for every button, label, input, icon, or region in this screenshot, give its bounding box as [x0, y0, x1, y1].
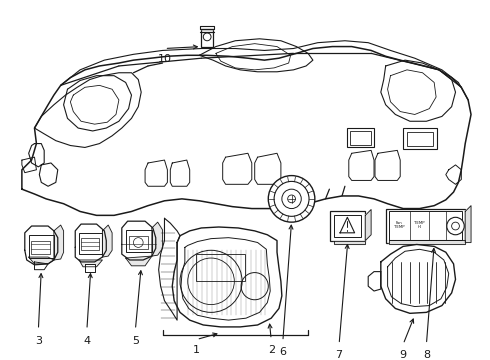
Polygon shape [34, 73, 141, 148]
Text: 8: 8 [423, 350, 430, 360]
Bar [128, 236, 148, 249]
Bar [125, 230, 152, 252]
Polygon shape [122, 221, 156, 260]
Polygon shape [29, 144, 44, 167]
Text: 5: 5 [132, 336, 139, 346]
Polygon shape [64, 76, 131, 131]
Text: 10: 10 [157, 54, 171, 64]
Polygon shape [381, 244, 456, 313]
Bar [403, 128, 437, 149]
Polygon shape [465, 206, 471, 243]
Bar [330, 211, 365, 240]
Bar [196, 254, 245, 281]
Polygon shape [54, 225, 64, 260]
Polygon shape [365, 210, 371, 240]
Polygon shape [22, 157, 36, 173]
Polygon shape [181, 238, 270, 320]
Bar [201, 29, 213, 46]
Polygon shape [79, 260, 102, 267]
Polygon shape [381, 60, 456, 121]
Polygon shape [375, 150, 400, 180]
Polygon shape [389, 240, 465, 244]
Bar [29, 235, 54, 258]
Text: 7: 7 [336, 350, 343, 360]
Text: 2: 2 [268, 345, 275, 355]
Polygon shape [200, 26, 214, 29]
Bar [81, 238, 98, 250]
Polygon shape [152, 222, 163, 256]
Polygon shape [446, 165, 461, 184]
Polygon shape [368, 272, 381, 291]
Text: 9: 9 [399, 350, 407, 360]
Text: 4: 4 [83, 336, 91, 346]
Polygon shape [349, 150, 374, 180]
Bar [386, 208, 465, 243]
Bar [350, 131, 371, 145]
Polygon shape [171, 160, 190, 186]
Polygon shape [388, 70, 436, 114]
Polygon shape [39, 163, 58, 186]
Text: 3: 3 [35, 336, 42, 346]
Polygon shape [159, 218, 180, 320]
Bar [30, 240, 50, 254]
Polygon shape [199, 39, 313, 72]
Polygon shape [145, 160, 168, 186]
Polygon shape [25, 226, 58, 265]
Text: TEMP
Hi: TEMP Hi [415, 221, 425, 229]
Bar [389, 211, 462, 240]
Polygon shape [222, 153, 252, 184]
Polygon shape [102, 225, 112, 257]
Polygon shape [125, 256, 152, 266]
Bar [347, 128, 374, 148]
Text: 1: 1 [193, 345, 200, 355]
Circle shape [447, 217, 464, 235]
Polygon shape [75, 224, 106, 262]
Text: 6: 6 [279, 347, 286, 357]
Circle shape [269, 176, 315, 222]
Bar [407, 132, 433, 147]
Polygon shape [22, 46, 471, 215]
Polygon shape [388, 249, 449, 307]
Polygon shape [255, 153, 281, 184]
Polygon shape [334, 240, 365, 244]
Bar [334, 215, 362, 237]
Polygon shape [34, 262, 48, 270]
Polygon shape [85, 264, 95, 272]
Bar [79, 233, 102, 254]
Polygon shape [29, 257, 54, 264]
Polygon shape [172, 227, 282, 327]
Text: Fan
TEMP: Fan TEMP [394, 221, 405, 229]
